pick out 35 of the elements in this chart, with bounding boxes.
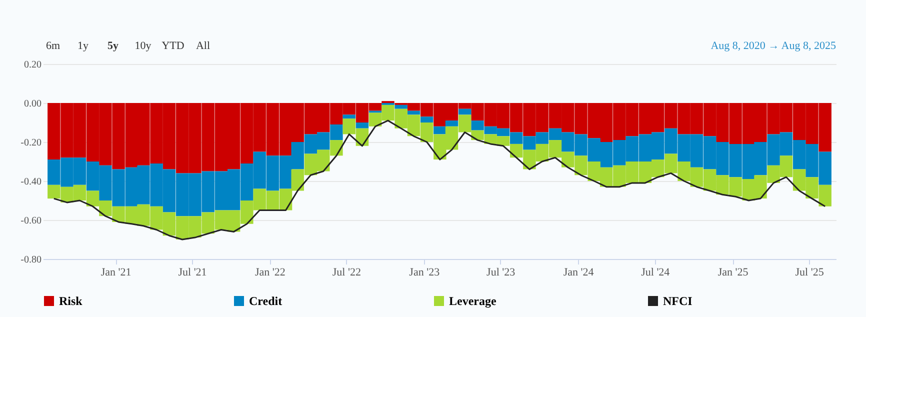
x-tick-label: Jul '23 [486,266,516,278]
x-tick-label: Jul '24 [641,266,670,278]
bar [394,104,408,109]
y-tick-label: 0.20 [24,60,42,70]
text: Aug 8, 2020 → Aug 8, 2025 [710,40,836,52]
x-tick-label: Jul '22 [332,266,361,278]
legend-label: Leverage [449,294,497,308]
bar [445,120,458,126]
y-tick-label: -0.40 [20,176,42,188]
y-tick-label: -0.20 [20,138,42,148]
x-tick-label: Jul '21 [178,266,207,278]
x-tick-label: Jan '25 [718,266,749,278]
x-tick-label: Jan '23 [409,266,440,278]
legend-label: NFCI [663,294,693,308]
x-tick-label: Jan '24 [563,266,594,278]
x-tick-label: Jan '21 [100,266,132,278]
text: 1y [78,40,89,52]
legend-label: Risk [59,294,83,308]
bar [420,116,434,122]
text: YTD [162,40,184,52]
x-tick-label: Jul '25 [795,266,824,278]
x-tick-label: Jan '22 [255,266,286,278]
legend-label: Credit [249,294,282,308]
bar [458,108,472,115]
text: 10y [134,40,152,52]
bar [356,122,369,128]
bar [434,126,446,134]
bar [342,114,356,119]
text: All [196,40,210,52]
text: 6m [46,40,60,52]
y-tick-label: -0.60 [20,216,42,226]
y-tick-label: -0.80 [20,254,42,266]
y-tick-label: 0.00 [24,98,42,110]
text: 5y [108,40,119,52]
line-series [53,120,826,240]
